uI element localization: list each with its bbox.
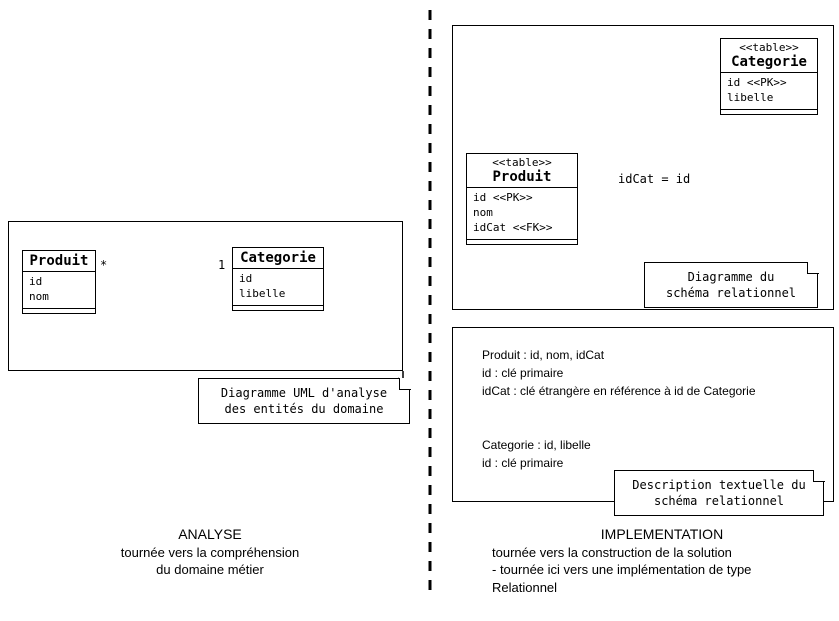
analyse-categorie-class: Categorie id libelle	[232, 247, 324, 311]
impl-categorie-attrs: id <<PK>> libelle	[721, 73, 817, 110]
impl-text-description: Produit : id, nom, idCat id : clé primai…	[482, 346, 756, 472]
analyse-produit-name: Produit	[29, 253, 88, 269]
impl-caption: IMPLEMENTATION tournée vers la construct…	[492, 525, 832, 597]
impl-produit-attrs: id <<PK>> nom idCat <<FK>>	[467, 188, 577, 240]
impl-note-bottom: Description textuelle du schéma relation…	[614, 470, 824, 516]
assoc-mult-right: 1	[218, 258, 225, 272]
impl-categorie-table: <<table>> Categorie id <<PK>> libelle	[720, 38, 818, 115]
analyse-note: Diagramme UML d'analyse des entités du d…	[198, 378, 410, 424]
assoc-mult-left: *	[100, 258, 107, 272]
analyse-caption: ANALYSE tournée vers la compréhension du…	[100, 525, 320, 579]
analyse-categorie-attrs: id libelle	[233, 269, 323, 306]
impl-edge-label: idCat = id	[618, 172, 690, 186]
diagram-root: { "colors": { "stroke": "#000000", "bg":…	[0, 0, 839, 621]
impl-produit-table: <<table>> Produit id <<PK>> nom idCat <<…	[466, 153, 578, 245]
analyse-produit-class: Produit id nom	[22, 250, 96, 314]
analyse-produit-attrs: id nom	[23, 272, 95, 309]
impl-note-top: Diagramme du schéma relationnel	[644, 262, 818, 308]
analyse-categorie-name: Categorie	[240, 250, 316, 266]
